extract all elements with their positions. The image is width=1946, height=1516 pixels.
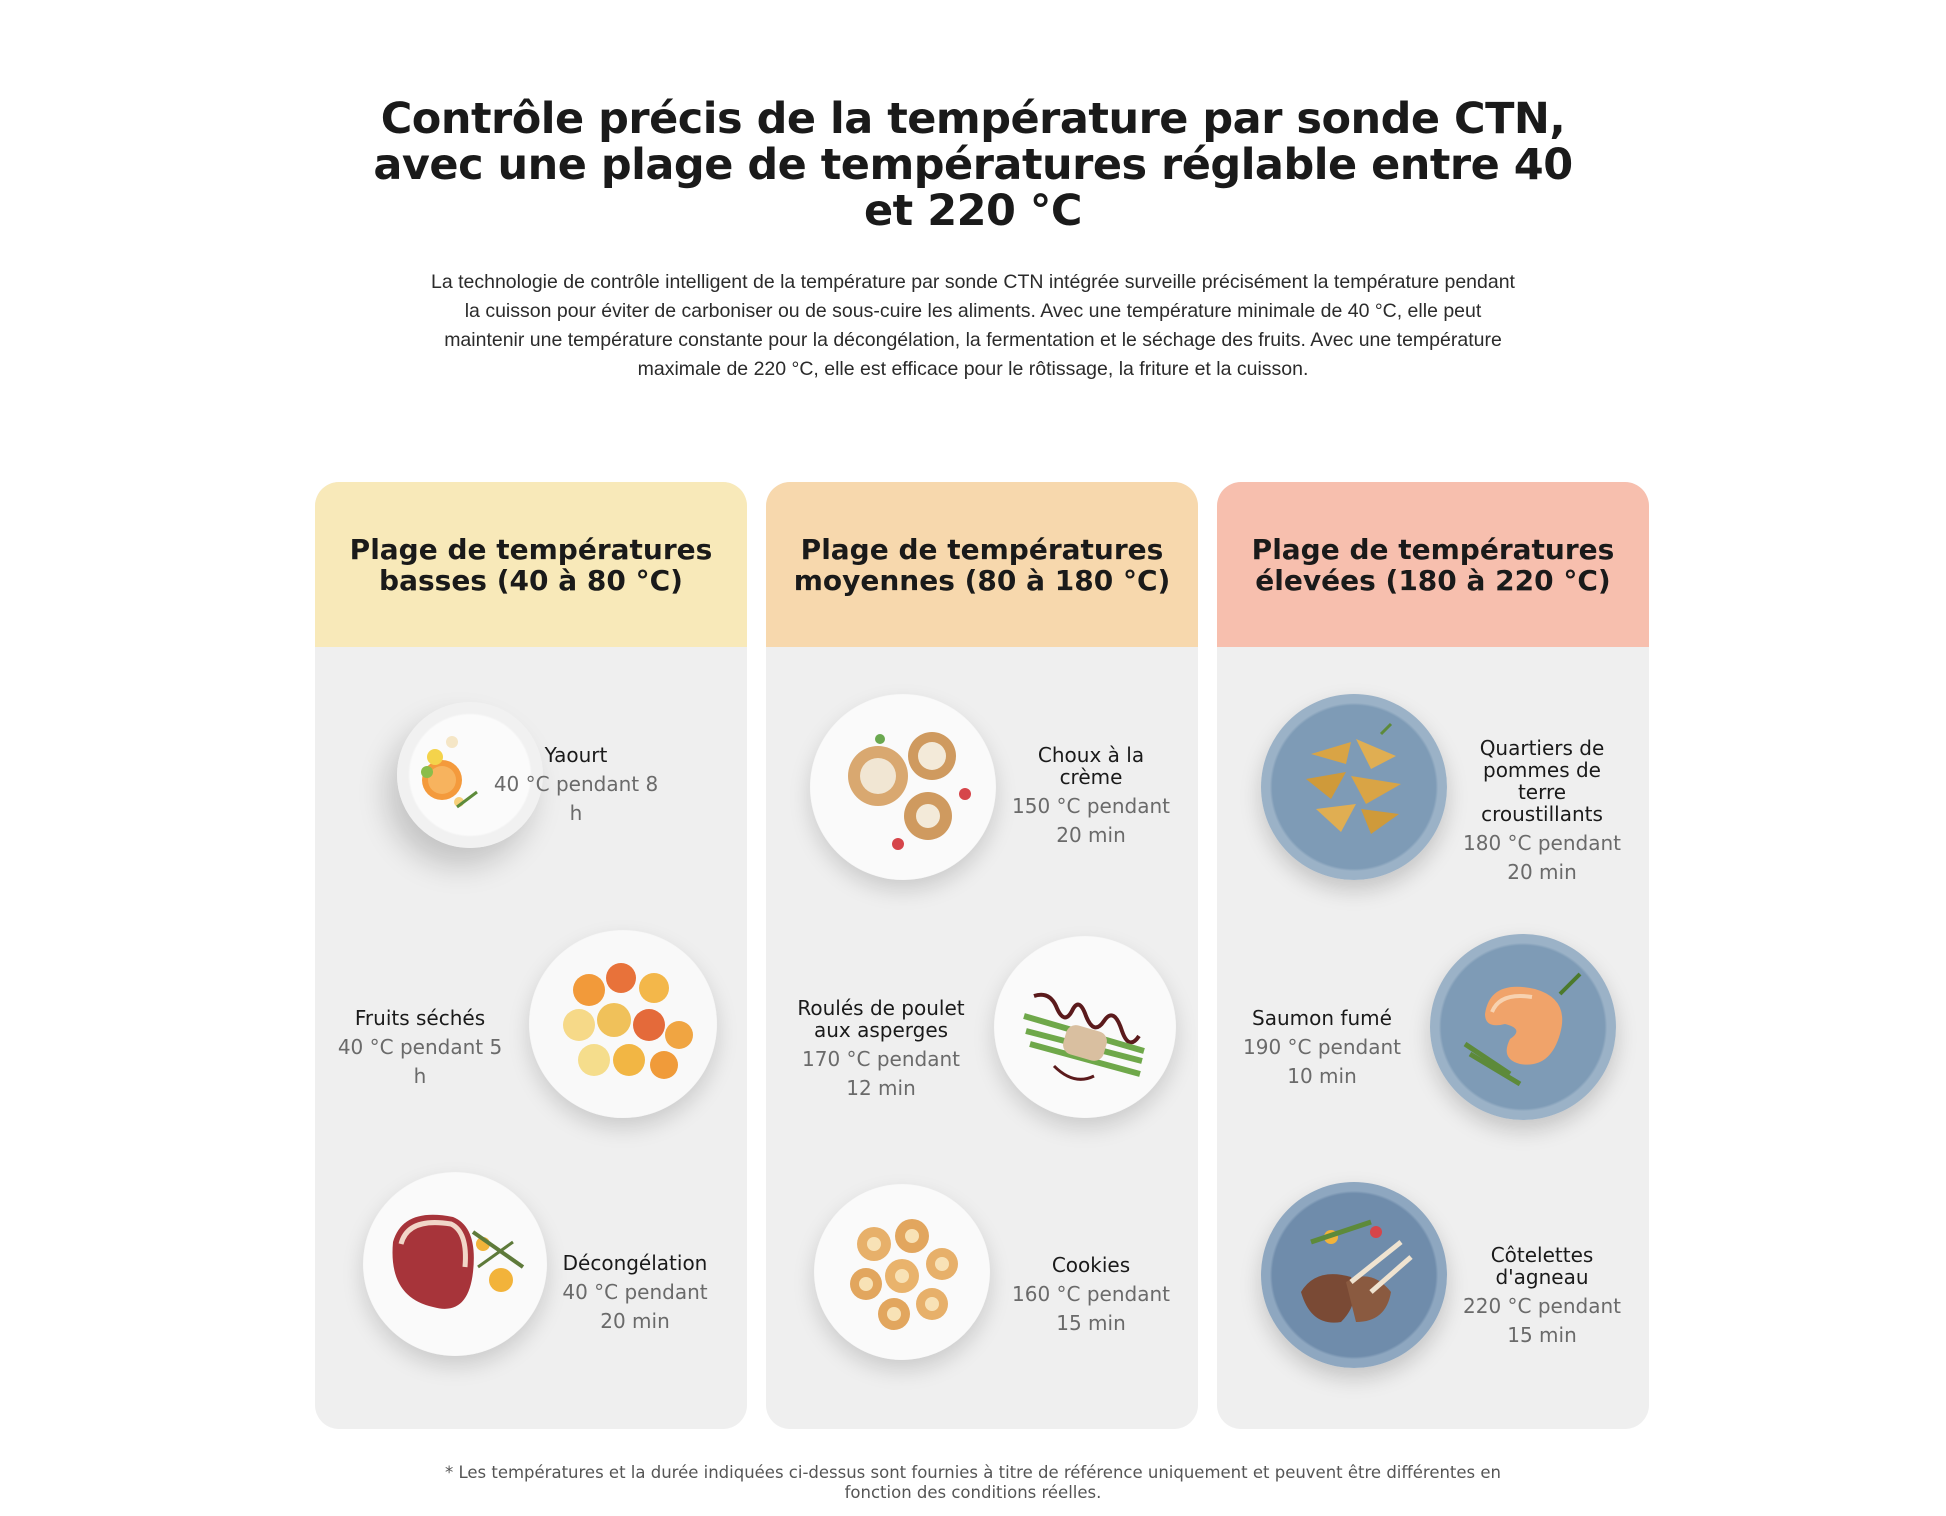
item-cream-puffs: Choux à la crème 150 °C pendant 20 min xyxy=(1006,744,1176,850)
page-title: Contrôle précis de la température par so… xyxy=(373,94,1573,236)
item-info: 160 °C pendant 15 min xyxy=(1012,1282,1170,1335)
footnote: * Les températures et la durée indiquées… xyxy=(444,1463,1502,1502)
item-name: Fruits séchés xyxy=(354,1006,486,1030)
yogurt-bowl-icon xyxy=(397,702,543,848)
item-name: Saumon fumé xyxy=(1252,1006,1392,1030)
cookies-plate-icon xyxy=(814,1184,990,1360)
item-info: 150 °C pendant 20 min xyxy=(1012,794,1170,847)
chicken-roll-plate-icon xyxy=(994,936,1176,1118)
lamb-chops-plate-icon xyxy=(1261,1182,1447,1368)
salmon-plate-icon xyxy=(1430,934,1616,1120)
item-info: 40 °C pendant 8 h xyxy=(493,772,659,825)
item-name: Choux à la crème xyxy=(1037,743,1145,789)
item-info: 170 °C pendant 12 min xyxy=(802,1047,960,1100)
card-low-range: Plage de températures basses (40 à 80 °C… xyxy=(315,482,747,1429)
item-yogurt: Yaourt 40 °C pendant 8 h xyxy=(491,744,661,828)
card-heading: Plage de températures moyennes (80 à 180… xyxy=(766,482,1198,647)
item-info: 40 °C pendant 5 h xyxy=(337,1035,503,1088)
card-heading: Plage de températures basses (40 à 80 °C… xyxy=(315,482,747,647)
cream-puff-plate-icon xyxy=(810,694,996,880)
item-info: 180 °C pendant 20 min xyxy=(1463,831,1621,884)
item-salmon: Saumon fumé 190 °C pendant 10 min xyxy=(1237,1007,1407,1091)
item-name: Quartiers de pommes de terre croustillan… xyxy=(1479,736,1605,826)
item-info: 40 °C pendant 20 min xyxy=(562,1280,708,1333)
item-name: Côtelettes d'agneau xyxy=(1490,1243,1594,1289)
item-potato-wedges: Quartiers de pommes de terre croustillan… xyxy=(1457,737,1627,887)
card-medium-range: Plage de températures moyennes (80 à 180… xyxy=(766,482,1198,1429)
item-thawing: Décongélation 40 °C pendant 20 min xyxy=(550,1252,720,1336)
item-name: Yaourt xyxy=(544,743,608,767)
card-high-range: Plage de températures élevées (180 à 220… xyxy=(1217,482,1649,1429)
item-name: Cookies xyxy=(1051,1253,1131,1277)
item-dried-fruit: Fruits séchés 40 °C pendant 5 h xyxy=(335,1007,505,1091)
steak-plate-icon xyxy=(363,1172,547,1356)
dried-fruit-plate-icon xyxy=(529,930,717,1118)
item-cookies: Cookies 160 °C pendant 15 min xyxy=(1006,1254,1176,1338)
item-chicken-rolls: Roulés de poulet aux asperges 170 °C pen… xyxy=(796,997,966,1103)
card-heading: Plage de températures élevées (180 à 220… xyxy=(1217,482,1649,647)
intro-paragraph: La technologie de contrôle intelligent d… xyxy=(431,271,1515,380)
item-name: Roulés de poulet aux asperges xyxy=(797,996,965,1042)
potato-wedges-plate-icon xyxy=(1261,694,1447,880)
item-info: 220 °C pendant 15 min xyxy=(1463,1294,1621,1347)
item-name: Décongélation xyxy=(562,1251,708,1275)
item-info: 190 °C pendant 10 min xyxy=(1243,1035,1401,1088)
item-lamb-chops: Côtelettes d'agneau 220 °C pendant 15 mi… xyxy=(1457,1244,1627,1350)
